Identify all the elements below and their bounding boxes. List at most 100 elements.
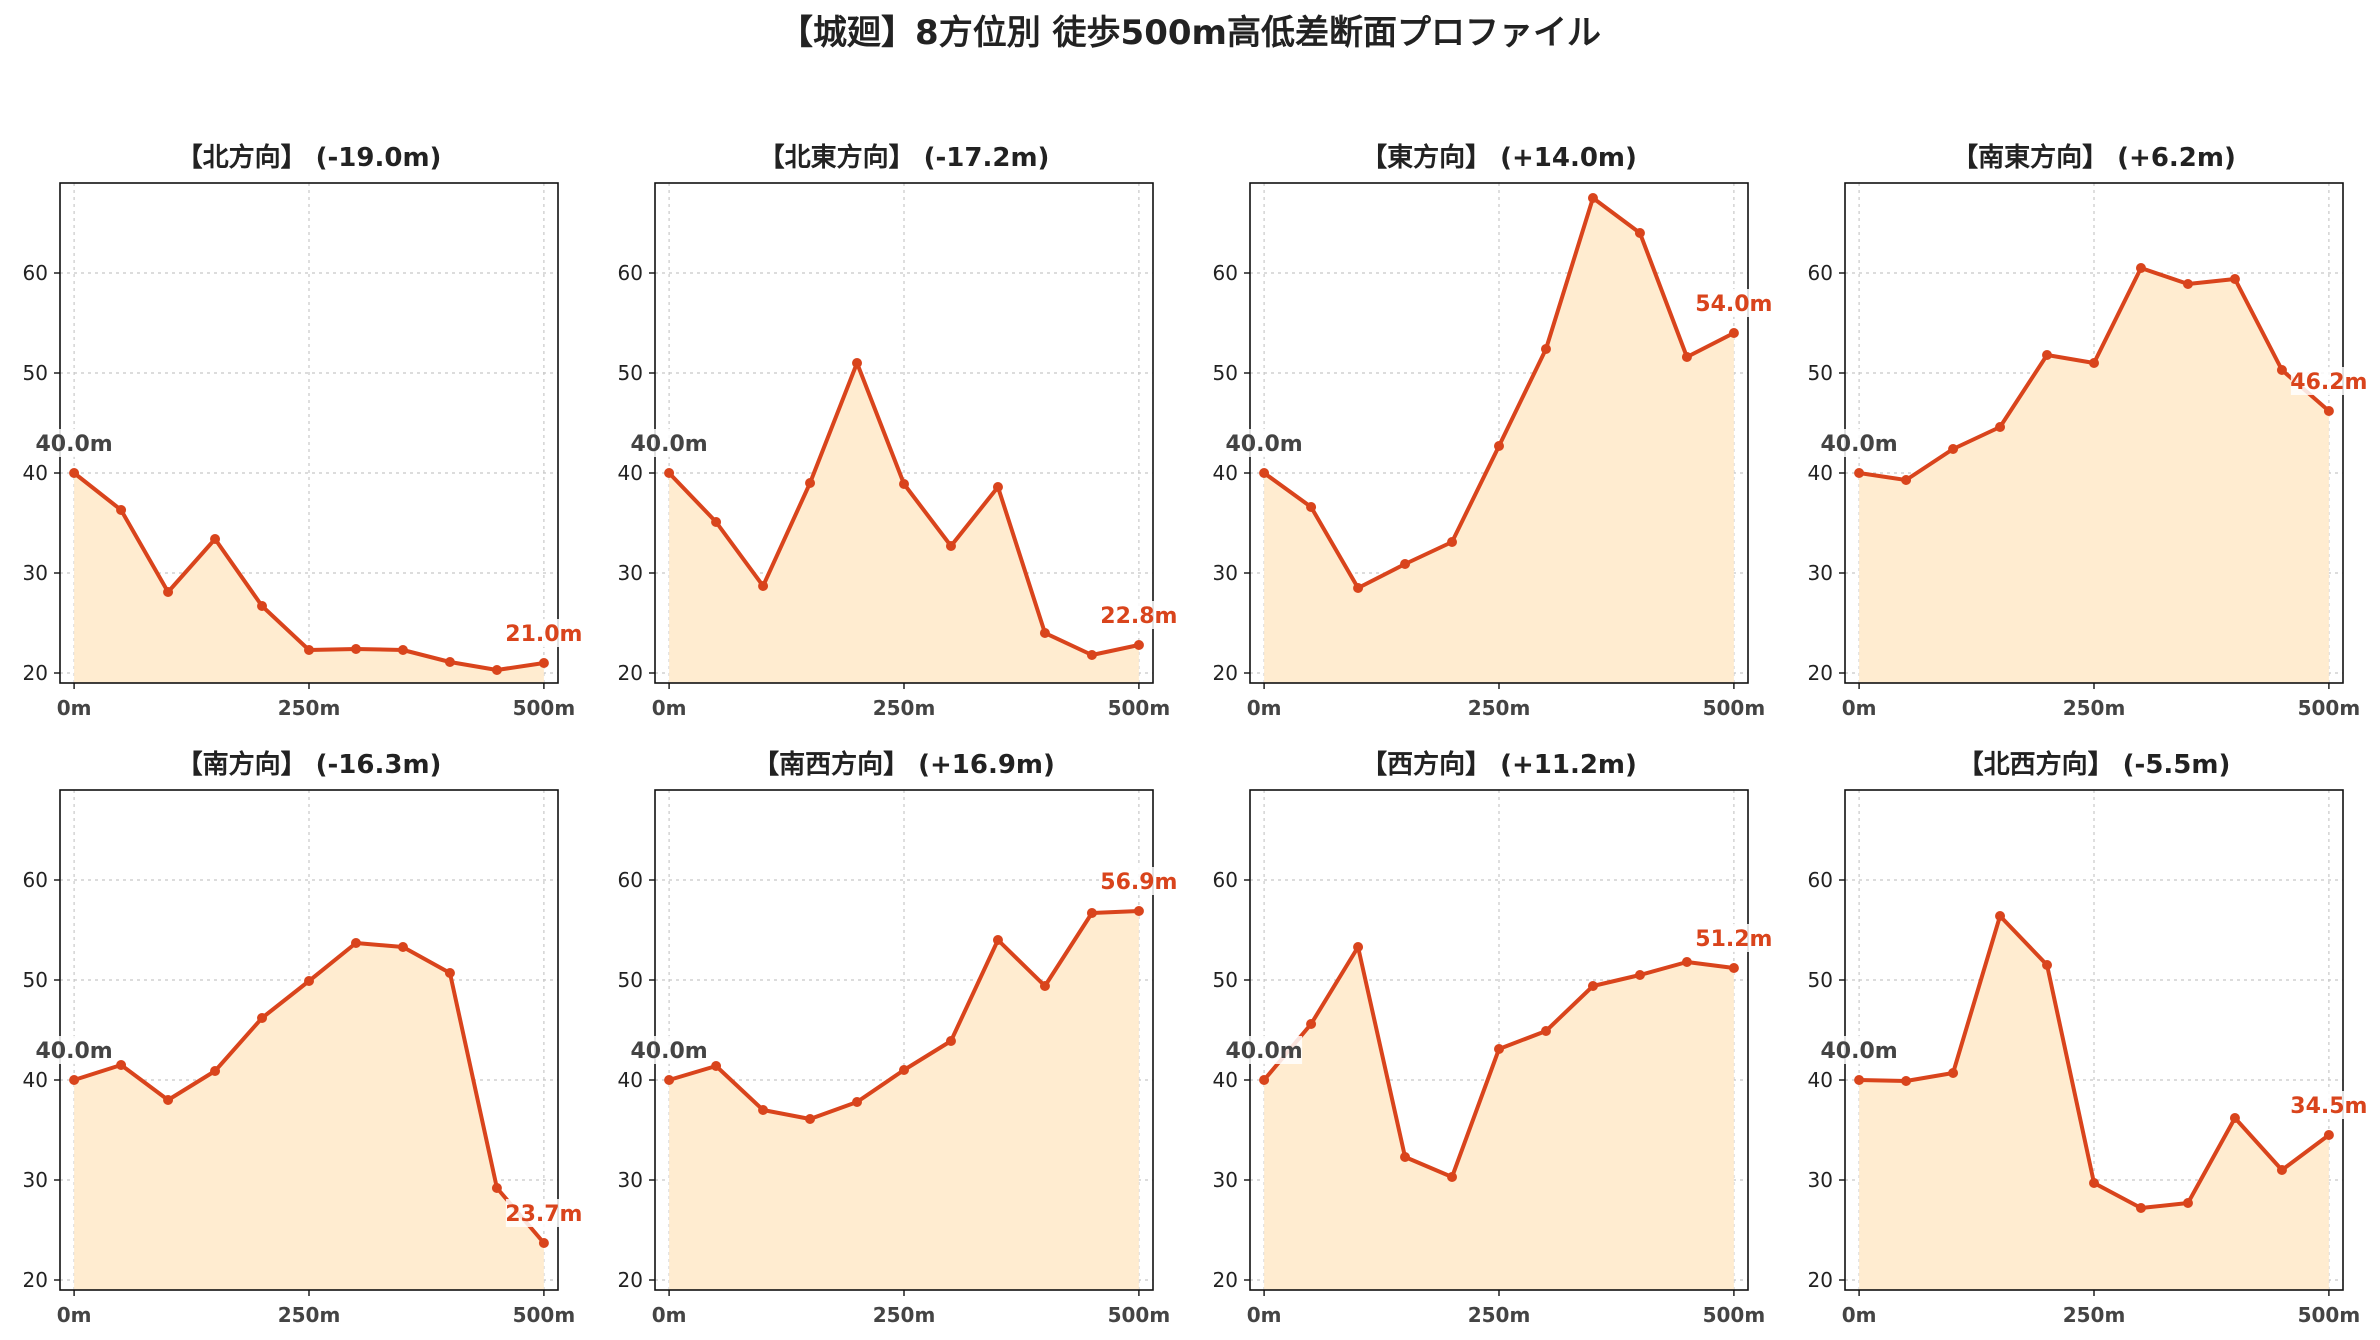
elevation-point	[1587, 193, 1598, 203]
end-elevation-label: 54.0m	[1695, 292, 1772, 317]
panel-title: 【南西方向】 (+16.9m)	[753, 749, 1055, 780]
elevation-point	[1039, 981, 1050, 991]
panel-title: 【北西方向】 (-5.5m)	[1958, 749, 2231, 780]
y-tick-label: 50	[23, 361, 48, 385]
y-tick-label: 50	[1213, 968, 1238, 992]
start-elevation-label: 40.0m	[630, 432, 707, 457]
start-elevation-label: 40.0m	[35, 432, 112, 457]
elevation-area	[74, 943, 544, 1290]
elevation-point	[1854, 1075, 1865, 1085]
end-label-bg	[1695, 289, 1772, 317]
end-label-bg	[1695, 924, 1772, 952]
elevation-point	[945, 1036, 956, 1046]
y-tick-label: 30	[618, 561, 643, 585]
elevation-point	[1995, 422, 2006, 432]
elevation-point	[1447, 537, 1458, 547]
elevation-point	[2276, 1165, 2287, 1175]
start-elevation-label: 40.0m	[630, 1039, 707, 1064]
x-tick-label: 500m	[513, 696, 576, 720]
start-label-bg	[631, 429, 708, 457]
elevation-area	[1264, 198, 1734, 683]
elevation-point	[1995, 911, 2006, 921]
elevation-point	[1400, 1152, 1411, 1162]
elevation-point	[805, 478, 816, 488]
start-elevation-label: 40.0m	[1225, 432, 1302, 457]
elevation-point	[1728, 328, 1739, 338]
elevation-point	[2089, 1178, 2099, 1188]
start-label-bg	[631, 1036, 708, 1064]
end-label-bg	[1100, 601, 1177, 629]
elevation-area	[669, 363, 1139, 683]
x-tick-label: 500m	[1108, 696, 1171, 720]
end-label-bg	[505, 619, 582, 647]
elevation-point	[1133, 640, 1144, 650]
y-tick-label: 60	[618, 261, 643, 285]
elevation-point	[758, 1105, 769, 1115]
y-tick-label: 40	[23, 461, 48, 485]
profile-panel-5: 【南西方向】 (+16.9m) 20 30 40 50 60 0m 250m 500m 40.0m…	[618, 749, 1178, 1327]
elevation-point	[116, 1060, 127, 1070]
elevation-point	[1634, 228, 1645, 238]
elevation-point	[1901, 1076, 1912, 1086]
elevation-area	[1264, 947, 1734, 1290]
elevation-point	[491, 665, 502, 675]
elevation-point	[397, 645, 408, 655]
figure-title: 【城廻】8方位別 徒歩500m高低差断面プロファイル	[779, 13, 1601, 53]
end-elevation-label: 21.0m	[505, 622, 582, 647]
elevation-point	[899, 1065, 909, 1075]
elevation-point	[2182, 1198, 2193, 1208]
elevation-point	[2229, 1113, 2240, 1123]
start-label-bg	[1821, 429, 1898, 457]
elevation-point	[163, 1095, 174, 1105]
y-tick-label: 50	[618, 361, 643, 385]
panel-title: 【西方向】 (+11.2m)	[1361, 749, 1637, 780]
elevation-point	[210, 1066, 221, 1076]
elevation-point	[852, 1097, 863, 1107]
y-tick-label: 50	[618, 968, 643, 992]
y-tick-label: 20	[23, 1268, 48, 1292]
profile-panel-7: 【北西方向】 (-5.5m) 20 30 40 50 60 0m 250m 500m 40.0m 3…	[1808, 749, 2368, 1327]
elevation-point	[304, 645, 314, 655]
x-tick-label: 250m	[1468, 1303, 1531, 1327]
end-label-bg	[505, 1199, 582, 1227]
elevation-point	[257, 1013, 268, 1023]
elevation-point	[538, 1238, 549, 1248]
y-tick-label: 40	[1213, 1068, 1238, 1092]
start-elevation-label: 40.0m	[1820, 432, 1897, 457]
y-tick-label: 40	[618, 1068, 643, 1092]
elevation-area	[1859, 916, 2329, 1290]
elevation-point	[444, 657, 455, 667]
elevation-point	[397, 942, 408, 952]
elevation-point	[1494, 1044, 1504, 1054]
elevation-point	[1854, 468, 1865, 478]
end-elevation-label: 22.8m	[1100, 604, 1177, 629]
elevation-point	[1039, 628, 1050, 638]
start-label-bg	[36, 429, 113, 457]
elevation-point	[1494, 441, 1504, 451]
y-tick-label: 60	[23, 261, 48, 285]
start-label-bg	[36, 1036, 113, 1064]
y-tick-label: 20	[1213, 1268, 1238, 1292]
y-tick-label: 50	[1808, 361, 1833, 385]
x-tick-label: 500m	[1703, 696, 1766, 720]
start-label-bg	[1821, 1036, 1898, 1064]
elevation-point	[2323, 1130, 2334, 1140]
elevation-point	[1259, 468, 1270, 478]
y-tick-label: 30	[1213, 561, 1238, 585]
elevation-point	[899, 479, 909, 489]
x-tick-label: 0m	[1842, 1303, 1877, 1327]
elevation-point	[350, 938, 361, 948]
y-tick-label: 30	[23, 561, 48, 585]
elevation-point	[1540, 1026, 1551, 1036]
y-tick-label: 20	[1808, 1268, 1833, 1292]
x-tick-label: 0m	[1247, 1303, 1282, 1327]
elevation-point	[1259, 1075, 1270, 1085]
profile-panel-1: 【北東方向】 (-17.2m) 20 30 40 50 60 0m 250m 500m 40.0m…	[618, 142, 1178, 720]
y-tick-label: 40	[23, 1068, 48, 1092]
elevation-point	[805, 1114, 816, 1124]
start-elevation-label: 40.0m	[35, 1039, 112, 1064]
elevation-point	[852, 358, 863, 368]
elevation-point	[491, 1183, 502, 1193]
